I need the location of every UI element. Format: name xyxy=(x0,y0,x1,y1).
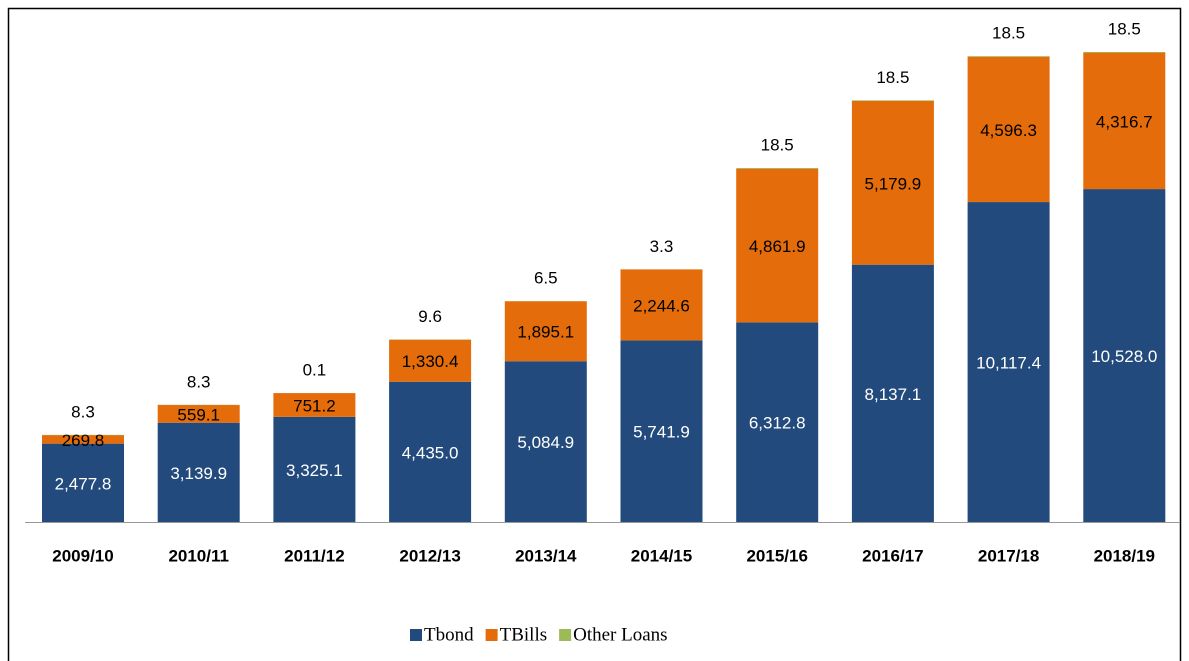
value-label: 10,117.4 xyxy=(976,354,1041,373)
value-label: 2,244.6 xyxy=(633,296,690,315)
bar-segment xyxy=(42,443,124,522)
x-tick-label: 2012/13 xyxy=(399,546,460,565)
value-label: 3.3 xyxy=(650,237,674,256)
frame xyxy=(7,7,1182,661)
x-tick-label: 2013/14 xyxy=(515,546,577,565)
value-label: 4,316.7 xyxy=(1096,112,1153,131)
value-label: 3,139.9 xyxy=(170,464,227,483)
value-label: 4,435.0 xyxy=(402,443,459,462)
x-tick-label: 2017/18 xyxy=(978,546,1039,565)
value-label: 18.5 xyxy=(992,24,1025,43)
bar-segment xyxy=(851,100,934,265)
value-label: 0.1 xyxy=(303,361,327,380)
bar-segment xyxy=(736,168,819,323)
legend-label: Other Loans xyxy=(573,624,667,645)
legend-swatch xyxy=(485,629,498,641)
legend-swatch xyxy=(410,629,422,641)
x-tick-label: 2011/12 xyxy=(284,546,345,565)
bar-segment xyxy=(42,435,124,444)
bar-segment xyxy=(504,301,587,362)
bar-segment xyxy=(1083,189,1166,523)
value-label: 10,528.0 xyxy=(1091,347,1157,366)
bar-segment xyxy=(273,416,356,522)
value-label: 4,861.9 xyxy=(749,237,806,256)
legend-label: TBills xyxy=(500,624,548,645)
bar-segment xyxy=(967,202,1050,522)
bar-segment xyxy=(157,422,240,522)
bar-segment xyxy=(389,339,472,382)
value-label: 6,312.8 xyxy=(749,414,806,433)
value-label: 559.1 xyxy=(177,405,220,424)
bar-segment xyxy=(967,56,1050,57)
value-label: 5,179.9 xyxy=(865,174,922,193)
bar-segment xyxy=(1083,52,1166,190)
bar-segment xyxy=(851,264,934,522)
value-label: 2,477.8 xyxy=(55,474,112,493)
value-label: 751.2 xyxy=(293,396,336,415)
value-label: 18.5 xyxy=(761,136,794,155)
value-label: 8,137.1 xyxy=(865,385,922,404)
value-label: 9.6 xyxy=(418,307,442,326)
value-label: 4,596.3 xyxy=(980,121,1037,140)
bar-segment xyxy=(157,405,240,423)
x-tick-label: 2018/19 xyxy=(1094,546,1155,565)
x-tick-label: 2009/10 xyxy=(52,546,113,565)
x-tick-label: 2016/17 xyxy=(862,546,923,565)
value-label: 5,084.9 xyxy=(517,433,574,452)
legend-swatch xyxy=(559,629,572,641)
bar-segment xyxy=(273,393,356,417)
value-label: 6.5 xyxy=(534,269,558,288)
bar-segment xyxy=(851,100,934,101)
x-tick-label: 2010/11 xyxy=(168,546,229,565)
value-label: 18.5 xyxy=(1108,19,1141,38)
value-label: 1,895.1 xyxy=(517,323,574,342)
value-label: 18.5 xyxy=(876,68,909,87)
value-label: 8.3 xyxy=(187,372,211,391)
value-label: 3,325.1 xyxy=(286,461,343,480)
value-label: 5,741.9 xyxy=(633,423,690,442)
bar-segment xyxy=(389,381,472,522)
bar-segment xyxy=(736,322,819,522)
bar-segment xyxy=(504,361,587,522)
x-tick-label: 2015/16 xyxy=(746,546,807,565)
value-label: 269.8 xyxy=(62,431,105,450)
bar-segment xyxy=(1083,52,1166,53)
value-label: 8.3 xyxy=(71,402,95,421)
value-label: 1,330.4 xyxy=(402,352,459,371)
bar-segment xyxy=(736,168,819,169)
bar-segment xyxy=(620,269,703,341)
bar-segment xyxy=(620,340,703,522)
bar-segment xyxy=(967,56,1050,203)
x-tick-label: 2014/15 xyxy=(631,546,692,565)
legend-label: Tbond xyxy=(424,624,474,645)
